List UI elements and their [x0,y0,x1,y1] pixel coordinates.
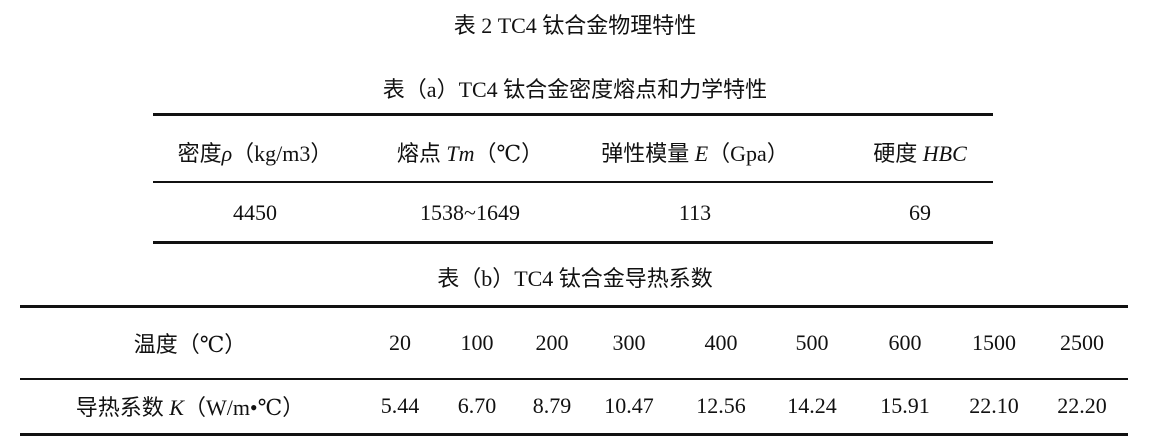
table-a-header-cell-ital: Tm [446,141,475,166]
table-a-header-cell: 密度ρ（kg/m3） [178,136,333,168]
conductivity-cell: 8.79 [532,393,572,418]
temperature-cell: 300 [612,330,646,355]
table-b-top-rule [20,305,1128,308]
temperature-cell: 500 [795,330,829,355]
table-a-value-cell: 4450 [233,200,277,225]
conductivity-cell: 22.10 [969,393,1019,418]
temperature-cell: 20 [389,330,411,355]
table-a-value-cell: 1538~1649 [420,200,520,225]
table-a-header-cell-post: （Gpa） [708,141,789,166]
conductivity-cell: 15.91 [880,393,930,418]
temperature-cell: 600 [888,330,922,355]
table-a-header-cell-pre: 硬度 [873,141,923,166]
table-a-mid-rule [153,181,993,183]
table-a-value-cell: 69 [909,200,931,225]
table-a-header-cell-pre: 密度 [177,141,222,166]
conductivity-cell: 5.44 [380,393,420,418]
temperature-cell: 100 [460,330,494,355]
table-title: 表 2 TC4 钛合金物理特性 [453,13,697,38]
table-b-row-label: 温度（℃） [134,327,247,359]
table-b-row-label-ital: K [169,395,184,420]
table-a-caption: 表（a）TC4 钛合金密度熔点和力学特性 [382,77,768,102]
table-b-row-label: 导热系数 K（W/m•℃） [76,390,305,422]
table-a-header-cell: 硬度 HBC [873,136,967,168]
table-a-header-cell-pre: 弹性模量 [601,141,695,166]
temperature-cell: 400 [704,330,738,355]
table-a-header-cell-post: （℃） [474,141,544,166]
table-a-header-cell: 弹性模量 E（Gpa） [601,136,789,168]
conductivity-cell: 14.24 [787,393,837,418]
temperature-cell: 200 [535,330,569,355]
table-a-header-cell-pre: 熔点 [396,141,447,166]
table-a-value-cell: 113 [678,200,712,225]
table-b-row-label-pre: 温度（℃） [133,332,247,357]
table-a-header-cell: 熔点 Tm（℃） [397,136,543,168]
table-a-header-cell-ital: ρ [221,141,233,166]
temperature-cell: 1500 [972,330,1016,355]
conductivity-cell: 10.47 [604,393,654,418]
table-b-mid-rule [20,378,1128,380]
table-a-header-cell-post: （kg/m3） [232,141,333,166]
conductivity-cell: 12.56 [696,393,746,418]
table-a-header-cell-ital: E [694,141,709,166]
table-b-row-label-post: （W/m•℃） [183,395,305,420]
table-b-row-label-pre: 导热系数 [75,395,170,420]
table-b-caption: 表（b）TC4 钛合金导热系数 [437,266,713,291]
conductivity-cell: 22.20 [1057,393,1107,418]
conductivity-cell: 6.70 [457,393,497,418]
table-a-top-rule [153,113,993,116]
temperature-cell: 2500 [1060,330,1104,355]
table-b-bottom-rule [20,433,1128,436]
table-a-bottom-rule [153,241,993,244]
table-a-header-cell-ital: HBC [922,141,967,166]
